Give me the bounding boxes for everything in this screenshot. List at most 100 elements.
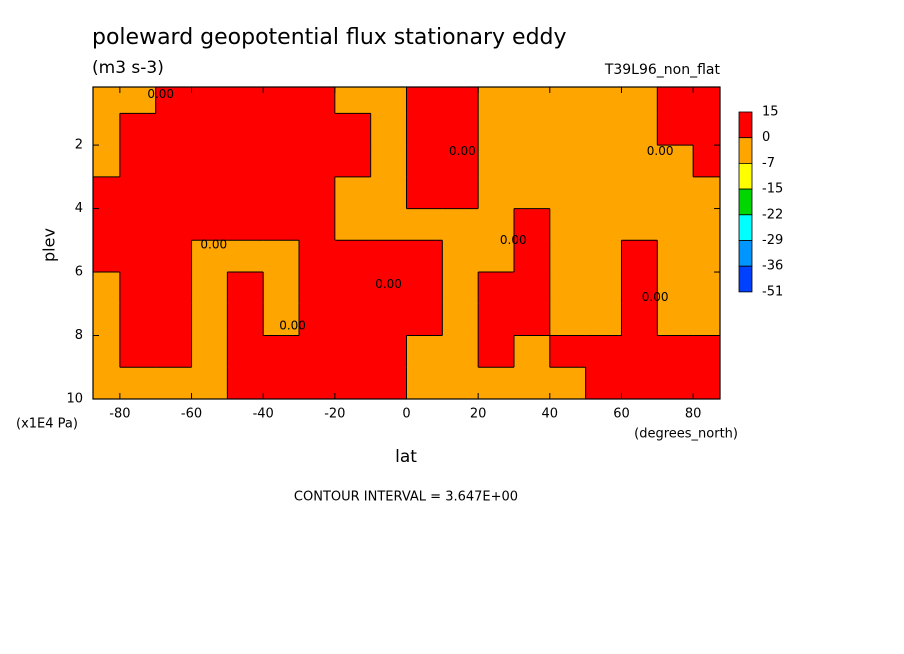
contour-cell xyxy=(299,335,336,368)
contour-cell xyxy=(406,367,443,400)
contour-cell xyxy=(155,87,193,114)
contour-cell xyxy=(549,145,587,178)
y-axis-label: plev xyxy=(40,228,59,262)
contour-cell xyxy=(119,145,157,178)
contour-cell xyxy=(693,335,721,368)
contour-cell xyxy=(227,176,264,210)
contour-cell xyxy=(299,208,336,241)
contour-cell xyxy=(621,272,658,305)
contour-cell xyxy=(191,367,228,400)
contour-cell xyxy=(693,303,721,337)
contour-cell xyxy=(191,303,228,337)
contour-cell xyxy=(657,335,694,368)
contour-cell xyxy=(406,176,443,210)
contour-cell xyxy=(119,335,157,368)
contour-cell xyxy=(227,208,264,241)
contour-cell xyxy=(370,272,407,305)
contour-label: 0.00 xyxy=(500,233,527,247)
contour-cell xyxy=(406,113,443,146)
contour-cell xyxy=(263,335,300,368)
contour-cell xyxy=(263,145,300,178)
x-tick-label: -60 xyxy=(181,407,202,422)
contour-cell xyxy=(585,303,622,337)
contour-cell xyxy=(513,367,551,400)
contour-cell xyxy=(585,367,622,400)
contour-cell xyxy=(263,367,300,400)
contour-cell xyxy=(227,113,264,146)
contour-cell xyxy=(370,303,407,337)
contour-cell xyxy=(119,303,157,337)
x-tick-label: 0 xyxy=(402,407,410,422)
colorbar-box xyxy=(738,265,753,293)
contour-label: 0.00 xyxy=(147,87,174,101)
contour-cell xyxy=(299,145,336,178)
contour-cell xyxy=(334,272,372,305)
contour-cell xyxy=(93,87,121,114)
contour-cell xyxy=(370,145,407,178)
contour-cell xyxy=(549,208,587,241)
contour-cell xyxy=(442,367,479,400)
contour-cell xyxy=(442,145,479,178)
contour-cell xyxy=(621,208,658,241)
contour-cell xyxy=(299,303,336,337)
contour-cell xyxy=(263,87,300,114)
contour-cell xyxy=(263,176,300,210)
contour-cell xyxy=(370,208,407,241)
contour-cell xyxy=(334,176,372,210)
contour-cell xyxy=(406,145,443,178)
colorbar-label: -29 xyxy=(762,233,783,248)
contour-cell xyxy=(585,272,622,305)
contour-cell xyxy=(513,145,551,178)
contour-cell xyxy=(155,240,193,273)
contour-cell xyxy=(227,87,264,114)
contour-cell xyxy=(334,367,372,400)
contour-cell xyxy=(263,240,300,273)
contour-cell xyxy=(155,367,193,400)
contour-cell xyxy=(263,272,300,305)
contour-cell xyxy=(657,87,694,114)
contour-cell xyxy=(693,87,721,114)
y-tick-label: 2 xyxy=(75,138,83,153)
x-tick-label: 80 xyxy=(685,407,702,422)
contour-cell xyxy=(513,240,551,273)
contour-cell xyxy=(119,367,157,400)
contour-cell xyxy=(657,208,694,241)
contour-cell xyxy=(621,240,658,273)
contour-cell xyxy=(370,113,407,146)
contour-cell xyxy=(406,303,443,337)
contour-cell xyxy=(370,367,407,400)
contour-label: 0.00 xyxy=(279,318,306,332)
contour-cell xyxy=(585,240,622,273)
contour-cell xyxy=(299,367,336,400)
contour-cell xyxy=(406,272,443,305)
contour-cell xyxy=(442,335,479,368)
y-tick-label: 10 xyxy=(66,392,83,407)
contour-cell xyxy=(657,240,694,273)
dataset: T39L96_non_flat xyxy=(604,62,721,78)
colorbar-box xyxy=(738,240,753,267)
contour-cell xyxy=(119,240,157,273)
contour-cell xyxy=(549,113,587,146)
x-tick-label: 40 xyxy=(542,407,559,422)
contour-cell xyxy=(263,113,300,146)
contour-cell xyxy=(657,113,694,146)
colorbar-label: -7 xyxy=(762,156,775,171)
contour-cell xyxy=(585,208,622,241)
contour-cell xyxy=(93,367,121,400)
contour-cell xyxy=(119,272,157,305)
contour-cell xyxy=(478,240,515,273)
contour-cell xyxy=(657,303,694,337)
contour-cell xyxy=(191,335,228,368)
x-axis-label: lat xyxy=(395,447,417,467)
contour-cell xyxy=(406,208,443,241)
contour-cell xyxy=(191,208,228,241)
contour-cell xyxy=(93,303,121,337)
colorbar-box xyxy=(738,214,753,241)
x-tick-label: 60 xyxy=(613,407,630,422)
chart-title: poleward geopotential flux stationary ed… xyxy=(92,25,567,50)
contour-cell xyxy=(370,176,407,210)
x-tick-label: 20 xyxy=(470,407,487,422)
contour-cell xyxy=(549,87,587,114)
contour-cell xyxy=(263,303,300,337)
contour-cell xyxy=(155,145,193,178)
